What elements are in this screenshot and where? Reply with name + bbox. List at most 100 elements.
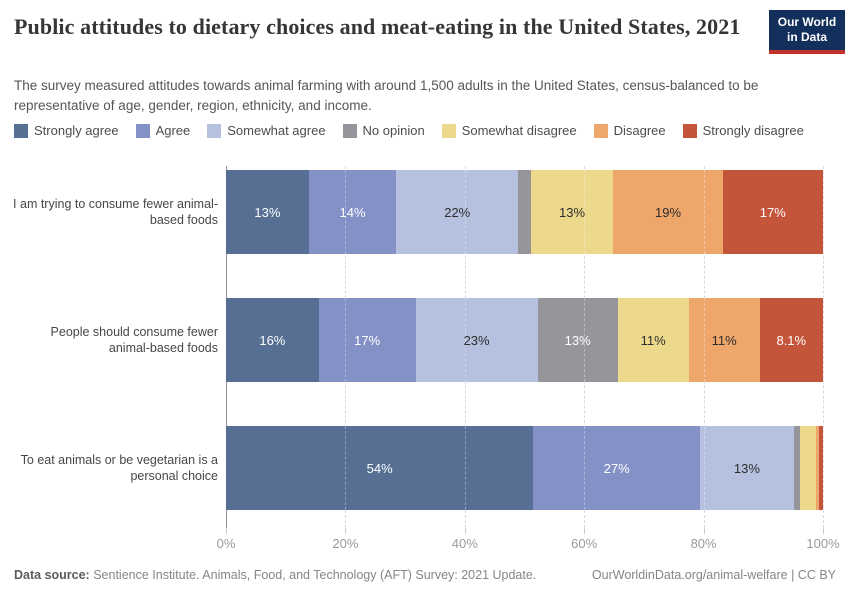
bar-segment-somewhat-agree: 22% — [396, 170, 519, 254]
axis-tick — [226, 528, 227, 534]
axis-tick — [823, 528, 824, 534]
owid-logo-line2: in Data — [786, 30, 827, 44]
bar-category-label: To eat animals or be vegetarian is a per… — [20, 452, 218, 483]
gridline-overlay — [703, 298, 705, 382]
bar-segment-disagree: 19% — [613, 170, 723, 254]
x-axis-tick-label: 40% — [451, 536, 478, 551]
bar-segment-disagree: 11% — [688, 298, 760, 382]
bar-segment-strongly-agree: 16% — [226, 298, 319, 382]
gridline-overlay — [345, 426, 347, 510]
legend-swatch-icon — [682, 123, 697, 138]
legend-swatch-icon — [135, 123, 150, 138]
gridline-overlay — [823, 170, 824, 254]
x-axis-tick-label: 80% — [690, 536, 717, 551]
bar-segment-agree: 27% — [533, 426, 701, 510]
bar-category-label: I am trying to consume fewer animal-base… — [13, 196, 218, 227]
bar-segment-strongly-disagree: 8.1% — [759, 298, 823, 382]
x-axis-tick-label: 100% — [806, 536, 840, 551]
stacked-bar-row: 13% 14% 22% 13% 19% 17% — [226, 170, 824, 254]
bar-segment-somewhat-disagree — [800, 426, 816, 510]
x-axis-tick-label: 60% — [571, 536, 598, 551]
axis-tick — [584, 528, 586, 534]
legend-swatch-icon — [441, 123, 456, 138]
bar-segment-somewhat-disagree: 11% — [617, 298, 689, 382]
data-source-note: Data source: Sentience Institute. Animal… — [14, 568, 536, 582]
gridline-overlay — [703, 170, 705, 254]
legend-swatch-icon — [593, 123, 608, 138]
bar-value-label: 13% — [559, 204, 586, 220]
stacked-bar-row: 54% 27% 13% — [226, 426, 824, 510]
bar-segment-no-opinion: 13% — [537, 298, 618, 382]
legend-item-label: Strongly disagree — [702, 123, 804, 138]
stacked-bar-row: 16% 17% 23% 13% 11% 11% 8.1% — [226, 298, 824, 382]
bar-value-label: 22% — [444, 204, 471, 220]
gridline — [823, 166, 824, 528]
gridline-overlay — [584, 426, 586, 510]
legend-item-label: Somewhat disagree — [461, 123, 577, 138]
gridline-overlay — [464, 298, 466, 382]
bar-segment-somewhat-agree: 23% — [415, 298, 538, 382]
bar-value-label: 11% — [640, 332, 666, 348]
bar-value-label: 19% — [655, 204, 682, 220]
legend-swatch-icon — [342, 123, 357, 138]
gridline-overlay — [345, 298, 347, 382]
legend-item-somewhat-agree[interactable]: Somewhat agree — [207, 123, 326, 138]
axis-tick — [464, 528, 466, 534]
gridline-overlay — [464, 170, 466, 254]
bar-segment-no-opinion — [793, 426, 801, 510]
legend-item-no-opinion[interactable]: No opinion — [342, 123, 425, 138]
chart-subtitle: The survey measured attitudes towards an… — [14, 78, 759, 113]
chart-footer: Data source: Sentience Institute. Animal… — [14, 568, 836, 582]
gridline-overlay — [584, 298, 586, 382]
axis-tick — [345, 528, 347, 534]
bar-value-label: 13% — [564, 332, 591, 348]
x-axis-tick-label: 20% — [332, 536, 359, 551]
bar-segment-strongly-agree: 13% — [226, 170, 309, 254]
gridline-overlay — [584, 170, 586, 254]
bar-segment-no-opinion — [518, 170, 531, 254]
bar-value-label: 23% — [463, 332, 490, 348]
bar-value-label: 17% — [759, 204, 786, 220]
bar-value-label: 54% — [366, 460, 393, 476]
bar-segment-agree: 17% — [318, 298, 416, 382]
bar-segment-strongly-agree: 54% — [226, 426, 534, 510]
legend-item-label: Agree — [155, 123, 191, 138]
legend: Strongly agree Agree Somewhat agree No opin… — [14, 123, 804, 138]
bar-segment-disagree — [815, 426, 820, 510]
x-axis-tick-label: 0% — [216, 536, 236, 551]
bar-value-label: 17% — [354, 332, 381, 348]
legend-item-strongly-agree[interactable]: Strongly agree — [14, 123, 119, 138]
bar-value-label: 13% — [733, 460, 760, 476]
owid-logo-line1: Our World — [777, 15, 837, 29]
legend-item-disagree[interactable]: Disagree — [593, 123, 666, 138]
bar-segment-strongly-disagree: 17% — [722, 170, 823, 254]
legend-swatch-icon — [14, 123, 28, 138]
bar-value-label: 14% — [339, 204, 366, 220]
license-label: | CC BY — [787, 568, 836, 582]
bar-value-label: 11% — [711, 332, 737, 348]
legend-item-somewhat-disagree[interactable]: Somewhat disagree — [441, 123, 577, 138]
bar-category-label: People should consume fewer animal-based… — [50, 324, 218, 355]
bar-segment-agree: 14% — [308, 170, 397, 254]
gridline-overlay — [703, 426, 705, 510]
owid-logo[interactable]: Our World in Data — [769, 10, 845, 54]
footer-right: OurWorldinData.org/animal-welfare | CC B… — [592, 568, 836, 582]
data-source-text: Sentience Institute. Animals, Food, and … — [89, 568, 537, 582]
data-source-label: Data source: — [14, 568, 90, 582]
bar-value-label: 8.1% — [776, 332, 807, 348]
legend-item-strongly-disagree[interactable]: Strongly disagree — [682, 123, 804, 138]
gridline-overlay — [823, 426, 824, 510]
owid-url-link[interactable]: OurWorldinData.org/animal-welfare — [591, 568, 788, 582]
legend-item-label: Somewhat agree — [227, 123, 326, 138]
legend-item-agree[interactable]: Agree — [135, 123, 191, 138]
legend-item-label: Disagree — [613, 123, 666, 138]
bar-segment-strongly-disagree — [819, 426, 823, 510]
bar-value-label: 27% — [603, 460, 630, 476]
gridline-overlay — [345, 170, 347, 254]
gridline-overlay — [464, 426, 466, 510]
bar-segment-somewhat-agree: 13% — [700, 426, 794, 510]
gridline-overlay — [823, 298, 824, 382]
legend-swatch-icon — [207, 123, 222, 138]
